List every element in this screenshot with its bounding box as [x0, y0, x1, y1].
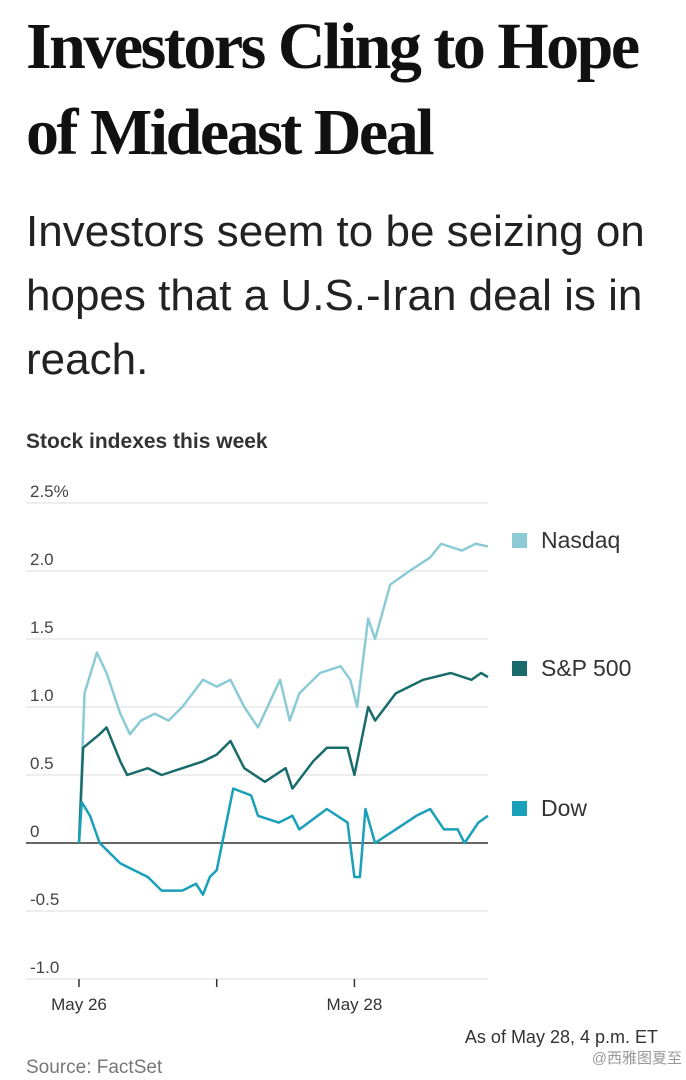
subtitle: Investors seem to be seizing on hopes th…	[26, 207, 645, 384]
legend-label: S&P 500	[541, 655, 631, 681]
legend-swatch	[512, 661, 527, 676]
x-tick-label: May 26	[51, 995, 107, 1014]
source: Source: FactSet	[26, 1057, 163, 1078]
headline: Investors Cling to Hope of Mideast Deal	[26, 10, 640, 169]
y-tick-label: -1.0	[30, 958, 59, 977]
x-tick-label: May 28	[327, 995, 383, 1014]
legend-swatch	[512, 801, 527, 816]
y-tick-label: 1.5	[30, 618, 54, 637]
legend-swatch	[512, 533, 527, 548]
legend-label: Nasdaq	[541, 527, 620, 553]
note: As of May 28, 4 p.m. ET	[465, 1027, 658, 1047]
y-tick-label: 0	[30, 822, 39, 841]
legend-label: Dow	[541, 795, 587, 821]
chart-title: Stock indexes this week	[26, 430, 268, 453]
y-tick-label: 0.5	[30, 754, 54, 773]
series-line	[77, 787, 489, 896]
series-line	[77, 671, 489, 844]
y-tick-label: 1.0	[30, 686, 54, 705]
y-tick-label: 2.0	[30, 550, 54, 569]
y-tick-label: 2.5%	[30, 482, 69, 501]
watermark: @西雅图夏至	[592, 1050, 682, 1067]
y-tick-label: -0.5	[30, 890, 59, 909]
series-line	[77, 542, 489, 844]
